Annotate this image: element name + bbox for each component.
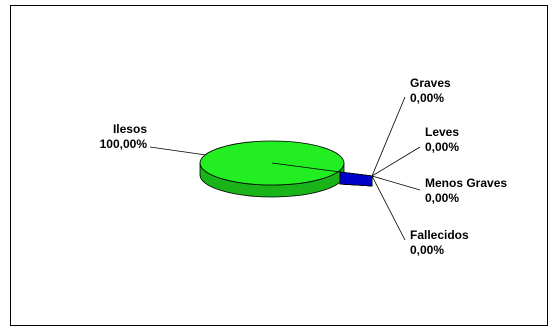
slice-label: Menos Graves [425,176,507,190]
value-label: 100,00% [100,137,148,151]
leader-line [371,175,406,241]
slice-label: Leves [425,125,459,139]
value-label: 0,00% [425,191,459,205]
slice-label: Ilesos [113,122,147,136]
leader-line [371,96,406,177]
leader-line [149,146,207,156]
leader-line [371,175,421,191]
value-label: 0,00% [410,91,444,105]
value-label: 0,00% [410,243,444,257]
pie-slice [339,171,373,187]
leader-line [371,146,421,177]
slice-label: Fallecidos [410,228,469,242]
slice-edge [271,162,341,173]
slice-label: Graves [410,76,451,90]
value-label: 0,00% [425,140,459,154]
